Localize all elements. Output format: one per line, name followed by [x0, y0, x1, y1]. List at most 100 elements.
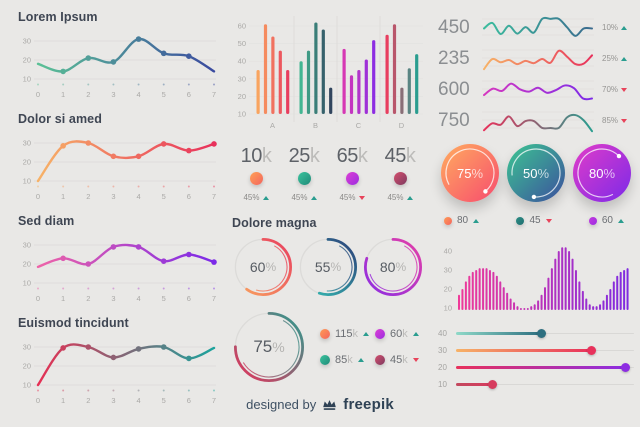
- grouped-bar-chart: 10 20 30 40 50 60 A B C D: [232, 10, 424, 137]
- svg-text:4: 4: [136, 396, 140, 405]
- trend-arrow-icon: [412, 332, 419, 336]
- svg-text:20: 20: [23, 260, 31, 269]
- svg-text:7: 7: [212, 192, 216, 201]
- gradient-circle-stat: 80%: [573, 144, 631, 202]
- svg-text:10: 10: [23, 75, 31, 84]
- trend-arrow-icon: [621, 56, 628, 61]
- middle-column: 10 20 30 40 50 60 A B C D 10k 45% 25k 45% 65k 45%…: [232, 10, 424, 384]
- svg-text:2: 2: [86, 294, 90, 303]
- svg-text:6: 6: [187, 294, 191, 303]
- trend-arrow-icon: [262, 195, 269, 200]
- spark-svg: [482, 49, 594, 70]
- chart-title: Dolor si amed: [18, 112, 102, 126]
- svg-text:0: 0: [36, 396, 40, 405]
- line-chart: 10 20 30 0 1 2 3 4 5 6 7: [18, 231, 220, 314]
- donut-svg: [234, 312, 304, 382]
- stat-dot: [393, 172, 407, 185]
- svg-text:2: 2: [86, 90, 90, 99]
- slider-track: [456, 345, 634, 356]
- legend-dot: [516, 216, 525, 225]
- donut-svg: [363, 237, 423, 297]
- circle-value: 75%: [456, 165, 484, 181]
- slider-label: 20: [438, 363, 447, 372]
- spark-svg: [482, 111, 594, 132]
- svg-text:4: 4: [136, 90, 140, 99]
- circle-value: 50%: [522, 165, 550, 181]
- svg-text:3: 3: [111, 294, 115, 303]
- svg-text:7: 7: [212, 396, 216, 405]
- footer: designed by freepik: [0, 396, 640, 413]
- circle-svg: [445, 148, 495, 198]
- svg-text:20: 20: [444, 285, 452, 294]
- svg-text:30: 30: [23, 139, 31, 148]
- slider-handle: [587, 346, 597, 355]
- svg-text:30: 30: [238, 74, 246, 83]
- line-svg: 10 20 30 0 1 2 3 4 5 6 7: [23, 241, 217, 303]
- svg-text:D: D: [399, 121, 405, 130]
- sliders-block: 40 30 20 10: [438, 325, 634, 393]
- trend-arrow-icon: [618, 218, 624, 223]
- donut-chart: 55%: [297, 236, 359, 298]
- trend-arrow-icon: [406, 195, 413, 200]
- stat-change: 45%: [376, 193, 424, 202]
- svg-text:30: 30: [23, 37, 31, 46]
- slider-handle: [537, 329, 547, 338]
- svg-text:5: 5: [162, 90, 166, 99]
- line-chart-block-sed-diam: Sed diam 10 20 30 0 1 2 3 4 5 6 7: [18, 214, 220, 314]
- slider-row: 20: [438, 359, 634, 376]
- sparkline-change: 70%: [602, 85, 628, 94]
- donut-chart: 60%: [232, 236, 294, 298]
- svg-text:1: 1: [61, 90, 65, 99]
- svg-text:1: 1: [61, 396, 65, 405]
- slider-track: [456, 362, 634, 373]
- line-chart-block-dolor-si-amed: Dolor si amed 10 20 30 0 1 2 3 4 5 6 7: [18, 112, 220, 212]
- svg-text:4: 4: [136, 294, 140, 303]
- circle-svg: [511, 148, 561, 200]
- svg-text:40: 40: [238, 57, 246, 66]
- footer-brand: freepik: [343, 396, 394, 413]
- svg-text:1: 1: [61, 192, 65, 201]
- stat-dot: [249, 172, 263, 185]
- donut-svg: [233, 237, 293, 297]
- donut-chart: 75%: [232, 310, 306, 384]
- svg-text:20: 20: [23, 158, 31, 167]
- svg-text:30: 30: [23, 241, 31, 250]
- spark-svg: [482, 80, 594, 100]
- gradient-circle-stat: 75%: [441, 144, 499, 202]
- legend-dot: [375, 355, 386, 365]
- legend-item: 80: [444, 215, 480, 226]
- stat-item: 65k 45%: [328, 145, 376, 202]
- legend-grid: 115k 60k 85k 45k: [320, 328, 424, 366]
- svg-text:3: 3: [111, 90, 115, 99]
- donut-value: 75%: [253, 337, 285, 356]
- donut-svg: [298, 237, 358, 297]
- right-column: 450 10% 235 25% 600 70% 750 85% 75% 50%: [438, 12, 634, 393]
- trend-arrow-icon: [621, 118, 628, 123]
- chart-title: Euismod tincidunt: [18, 316, 129, 330]
- sparkline-value: 750: [438, 109, 470, 131]
- svg-text:60: 60: [238, 22, 246, 31]
- stat-item: 10k 45%: [232, 145, 280, 202]
- trend-arrow-icon: [412, 358, 419, 362]
- legend-item: 115k: [320, 328, 370, 340]
- svg-text:A: A: [270, 121, 275, 130]
- slider-handle: [487, 380, 497, 389]
- svg-text:0: 0: [36, 192, 40, 201]
- svg-text:2: 2: [86, 192, 90, 201]
- svg-text:C: C: [356, 121, 362, 130]
- trend-arrow-icon: [621, 25, 628, 30]
- svg-text:2: 2: [86, 396, 90, 405]
- sparkline-row: 450 10%: [438, 12, 634, 43]
- trend-arrow-icon: [363, 332, 370, 336]
- svg-text:6: 6: [187, 192, 191, 201]
- svg-text:7: 7: [212, 90, 216, 99]
- line-chart: 10 20 30 0 1 2 3 4 5 6 7: [18, 129, 220, 212]
- stat-item: 25k 45%: [280, 145, 328, 202]
- sparkline-change: 25%: [602, 54, 628, 63]
- svg-text:6: 6: [187, 90, 191, 99]
- sparkline-chart: [482, 75, 594, 105]
- slider-base: [456, 383, 634, 386]
- slider-handle: [621, 363, 631, 372]
- trend-arrow-icon: [621, 87, 628, 92]
- histogram-chart: 10 20 30 40: [438, 232, 634, 323]
